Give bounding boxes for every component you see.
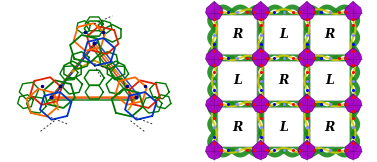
Text: R: R	[232, 121, 242, 134]
Polygon shape	[345, 48, 362, 67]
Text: R: R	[232, 28, 242, 41]
Text: R: R	[325, 121, 335, 134]
FancyBboxPatch shape	[311, 62, 349, 100]
FancyBboxPatch shape	[264, 15, 303, 54]
Polygon shape	[345, 94, 362, 113]
Polygon shape	[298, 48, 316, 67]
Polygon shape	[298, 1, 316, 21]
Text: L: L	[326, 75, 334, 87]
FancyBboxPatch shape	[218, 108, 257, 147]
Polygon shape	[252, 48, 269, 67]
Polygon shape	[252, 1, 269, 21]
Polygon shape	[298, 140, 316, 160]
Polygon shape	[252, 140, 269, 160]
Polygon shape	[252, 94, 269, 113]
Text: R: R	[279, 75, 289, 87]
Text: L: L	[279, 28, 288, 41]
FancyBboxPatch shape	[264, 108, 303, 147]
FancyBboxPatch shape	[311, 108, 349, 147]
Text: R: R	[325, 28, 335, 41]
Polygon shape	[205, 1, 223, 21]
FancyBboxPatch shape	[218, 15, 257, 54]
Text: L: L	[233, 75, 242, 87]
Polygon shape	[205, 140, 223, 160]
Polygon shape	[298, 94, 316, 113]
FancyBboxPatch shape	[311, 15, 349, 54]
Polygon shape	[205, 48, 223, 67]
Polygon shape	[205, 94, 223, 113]
FancyBboxPatch shape	[218, 62, 257, 100]
FancyBboxPatch shape	[264, 62, 303, 100]
Polygon shape	[345, 1, 362, 21]
Text: L: L	[279, 121, 288, 134]
Polygon shape	[345, 140, 362, 160]
